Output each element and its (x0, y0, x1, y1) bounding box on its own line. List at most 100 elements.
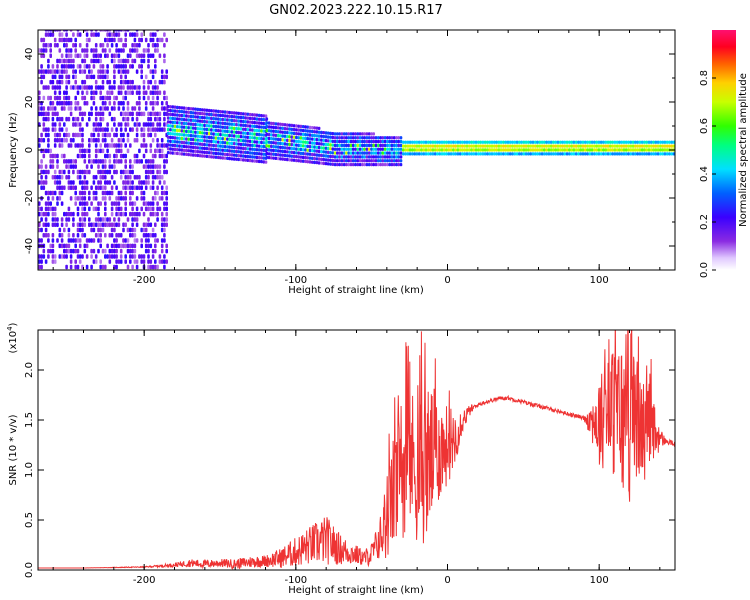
heatmap-cell (257, 125, 261, 129)
heatmap-cell (286, 123, 289, 127)
heatmap-cell (124, 32, 127, 37)
heatmap-cell (113, 85, 116, 90)
heatmap-cell (131, 48, 134, 53)
heatmap-cell (508, 152, 512, 156)
heatmap-cell (44, 132, 48, 138)
heatmap-cell (367, 132, 371, 136)
heatmap-cell (122, 222, 125, 227)
heatmap-cell (56, 217, 59, 222)
heatmap-cell (97, 58, 100, 64)
heatmap-cell (431, 144, 435, 148)
heatmap-cell (420, 144, 423, 148)
heatmap-cell (246, 124, 250, 128)
heatmap-cell (49, 248, 52, 254)
heatmap-cell (433, 144, 437, 148)
heatmap-cell (56, 43, 59, 48)
heatmap-cell (255, 144, 259, 148)
heatmap-cell (663, 144, 667, 148)
heatmap-cell (40, 227, 43, 233)
heatmap-cell (331, 151, 335, 155)
heatmap-cell (90, 85, 93, 90)
heatmap-cell (44, 211, 48, 217)
heatmap-cell (154, 222, 157, 227)
heatmap-cell (299, 147, 303, 152)
heatmap-cell (144, 175, 148, 180)
heatmap-cell (119, 211, 123, 217)
heatmap-cell (615, 144, 619, 148)
heatmap-cell (246, 158, 250, 162)
y-tick-label: 20 (24, 96, 35, 109)
heatmap-cell (317, 134, 321, 138)
heatmap-cell (207, 108, 211, 113)
heatmap-cell (106, 217, 109, 222)
heatmap-cell (187, 129, 190, 134)
heatmap-cell (244, 147, 247, 151)
heatmap-cell (53, 95, 57, 101)
x-tick-label: 0 (444, 275, 450, 286)
heatmap-region-2 (265, 117, 403, 167)
heatmap-cell (367, 159, 371, 163)
heatmap-cell (56, 101, 59, 106)
heatmap-cell (415, 144, 419, 148)
heatmap-cell (665, 144, 669, 148)
heatmap-cell (442, 144, 446, 148)
heatmap-cell (58, 127, 62, 132)
heatmap-cell (340, 151, 344, 155)
heatmap-cell (274, 129, 278, 134)
heatmap-cell (67, 185, 71, 190)
heatmap-cell (90, 32, 93, 37)
heatmap-cell (253, 136, 256, 140)
heatmap-cell (654, 140, 658, 144)
heatmap-cell (67, 159, 71, 164)
heatmap-cell (217, 121, 220, 125)
heatmap-cell (101, 101, 105, 106)
heatmap-cell (377, 151, 380, 155)
heatmap-cell (372, 136, 375, 140)
heatmap-cell (169, 135, 172, 140)
heatmap-cell (502, 144, 505, 148)
heatmap-cell (74, 106, 77, 111)
heatmap-cell (345, 136, 348, 140)
heatmap-cell (72, 43, 75, 48)
heatmap-cell (246, 154, 250, 159)
heatmap-cell (276, 133, 280, 138)
heatmap-cell (176, 151, 179, 156)
heatmap-cell (326, 162, 330, 166)
heatmap-cell (214, 136, 218, 140)
heatmap-cell (508, 144, 512, 148)
heatmap-cell (154, 79, 157, 85)
heatmap-cell (411, 140, 414, 144)
heatmap-cell (205, 154, 209, 158)
heatmap-cell (274, 152, 278, 157)
heatmap-cell (454, 148, 457, 152)
heatmap-cell (99, 180, 102, 185)
heatmap-cell (322, 131, 325, 135)
heatmap-cell (83, 211, 87, 217)
heatmap-cell (140, 127, 143, 132)
heatmap-cell (53, 90, 57, 95)
heatmap-cell (324, 139, 328, 143)
heatmap-cell (226, 137, 229, 141)
heatmap-cell (595, 148, 598, 152)
heatmap-cell (97, 127, 100, 132)
heatmap-cell (395, 147, 398, 151)
heatmap-cell (255, 125, 259, 129)
heatmap-cell (163, 43, 166, 48)
heatmap-cell (115, 48, 118, 53)
heatmap-cell (144, 233, 148, 238)
heatmap-cell (198, 142, 202, 146)
heatmap-cell (668, 144, 671, 148)
heatmap-cell (304, 129, 307, 133)
heatmap-cell (198, 134, 202, 139)
heatmap-cell (340, 163, 344, 167)
heatmap-cell (38, 164, 41, 169)
heatmap-cell (99, 58, 102, 64)
heatmap-cell (151, 196, 155, 201)
heatmap-cell (221, 121, 225, 125)
heatmap-cell (356, 163, 360, 167)
heatmap-cell (283, 138, 287, 142)
heatmap-cell (156, 211, 159, 217)
heatmap-cell (110, 254, 114, 259)
heatmap-cell (58, 79, 62, 85)
heatmap-cell (230, 138, 234, 142)
